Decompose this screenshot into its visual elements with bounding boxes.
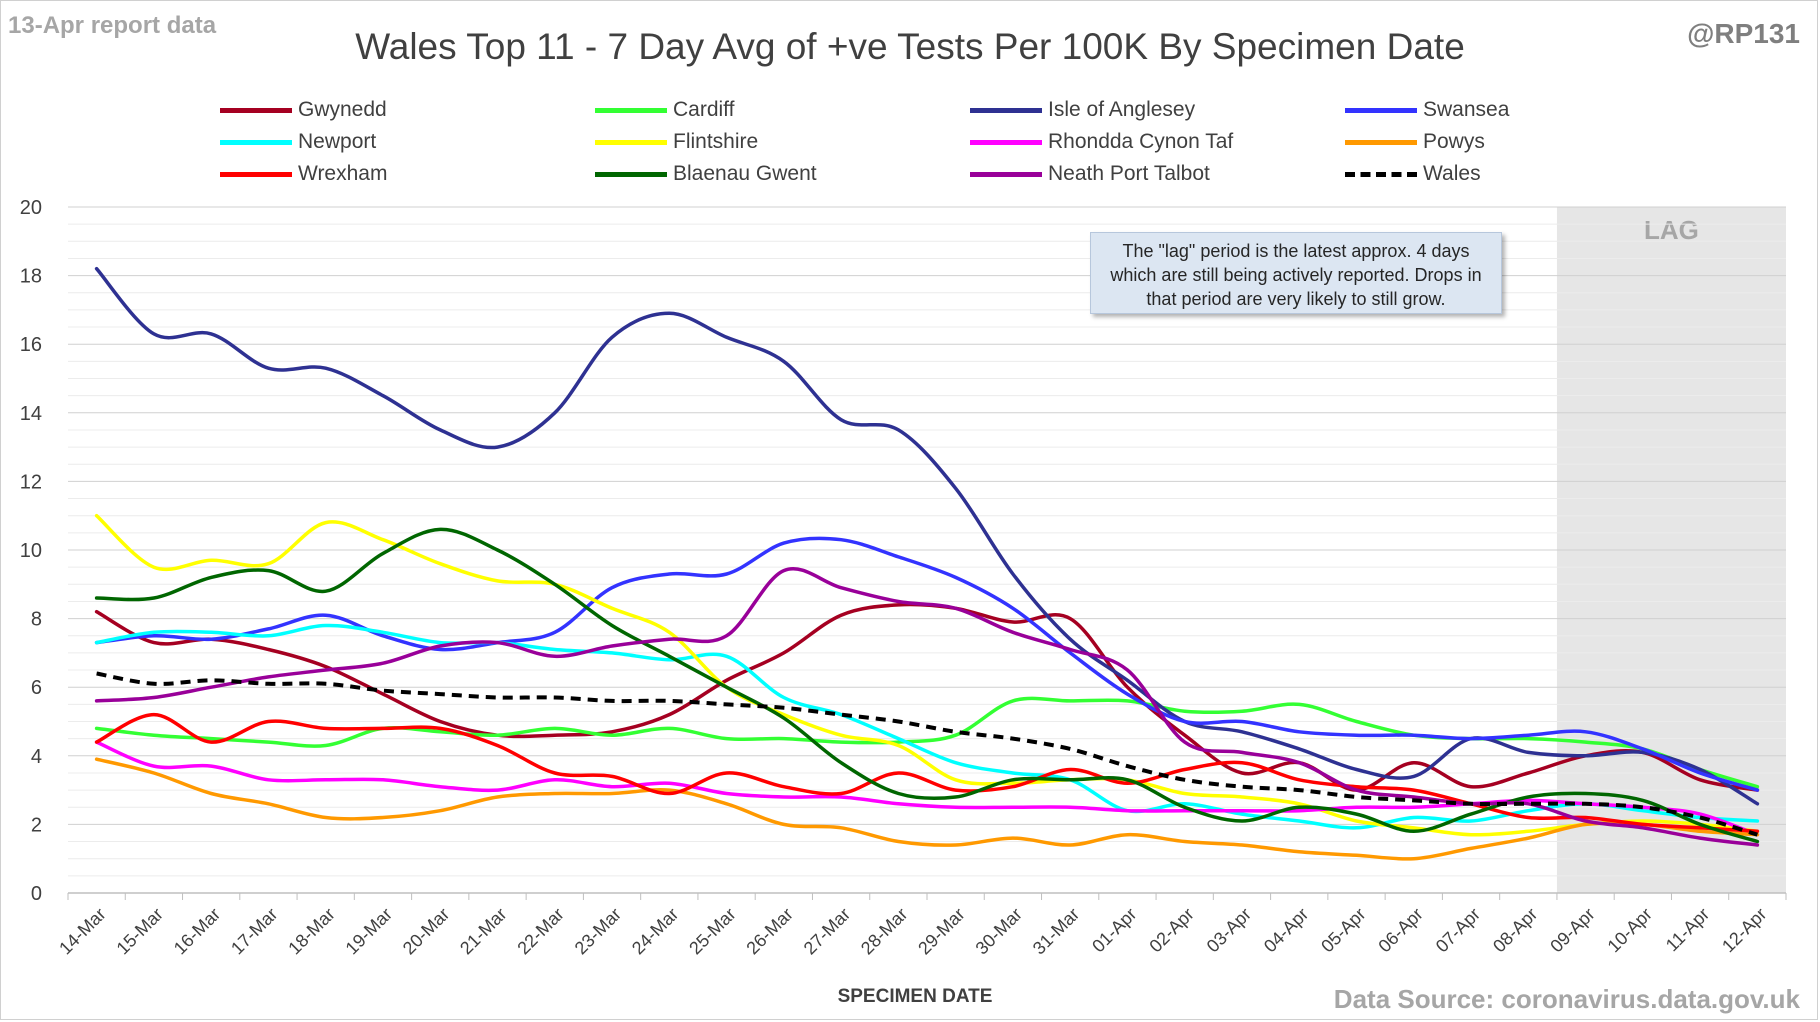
x-tick-label: 28-Mar [857,904,911,958]
x-tick-label: 01-Apr [1088,904,1140,956]
y-tick-label: 8 [31,609,42,631]
x-tick-label: 12-Apr [1718,904,1770,956]
legend-item: Neath Port Talbot [970,158,1210,190]
series-line-wales [96,671,1758,837]
y-tick-label: 10 [20,540,42,562]
legend-label: Cardiff [673,98,735,121]
x-tick-label: 08-Apr [1489,904,1541,956]
lag-annotation: The "lag" period is the latest approx. 4… [1090,232,1502,314]
legend-label: Wales [1423,162,1481,185]
legend-label: Rhondda Cynon Taf [1048,130,1234,153]
x-tick-label: 24-Mar [628,904,682,958]
legend-item: Gwynedd [220,94,387,126]
x-tick-label: 30-Mar [972,904,1026,958]
legend-swatch [595,107,667,113]
legend-label: Powys [1423,130,1485,153]
data-source-label: Data Source: coronavirus.data.gov.uk [1333,984,1800,1014]
legend-item: Swansea [1345,94,1509,126]
legend-item: Flintshire [595,126,758,158]
series-line-flintshire [94,513,1760,837]
series-line-blaenau-gwent [94,527,1760,844]
legend-swatch [595,171,667,177]
legend-label: Gwynedd [298,98,387,121]
report-date-label: 13-Apr report data [8,12,217,39]
author-handle: @RP131 [1687,18,1800,49]
legend-item: Isle of Anglesey [970,94,1195,126]
legend-swatch [220,139,292,145]
x-tick-label: 26-Mar [742,904,796,958]
y-tick-label: 14 [20,403,42,425]
legend-swatch [220,107,292,113]
x-tick-label: 10-Apr [1604,904,1656,956]
x-axis-title: SPECIMEN DATE [838,986,993,1007]
x-tick-label: 11-Apr [1662,904,1713,955]
series-line-newport [94,623,1760,830]
x-tick-label: 14-Mar [55,904,109,958]
legend-item: Wrexham [220,158,387,190]
x-tick-label: 27-Mar [800,904,854,958]
x-tick-label: 25-Mar [685,904,739,958]
x-tick-label: 18-Mar [284,904,338,958]
y-tick-label: 16 [20,334,42,356]
x-tick-label: 03-Apr [1203,904,1255,956]
x-tick-label: 17-Mar [227,904,281,958]
x-tick-label: 19-Mar [342,904,396,958]
x-tick-label: 22-Mar [513,904,567,958]
legend-item: Wales [1345,158,1481,190]
legend-swatch [220,171,292,177]
y-tick-label: 6 [31,677,42,699]
legend-item: Powys [1345,126,1485,158]
x-tick-label: 16-Mar [170,904,224,958]
legend-label: Swansea [1423,98,1510,121]
x-tick-label: 31-Mar [1029,904,1083,958]
lag-label: LAG [1644,215,1699,245]
y-tick-label: 18 [20,266,42,288]
legend-item: Cardiff [595,94,734,126]
x-tick-label: 09-Apr [1546,904,1598,956]
x-tick-label: 07-Apr [1432,904,1484,956]
legend-swatch [970,171,1042,177]
chart-title: Wales Top 11 - 7 Day Avg of +ve Tests Pe… [355,26,1465,67]
series-line-powys [94,757,1760,861]
x-tick-label: 05-Apr [1317,904,1369,956]
x-tick-label: 29-Mar [914,904,968,958]
legend-label: Neath Port Talbot [1048,162,1210,185]
series-line-swansea [94,536,1760,792]
series-line-neath-port-talbot [94,567,1760,847]
legend-label: Newport [298,130,377,153]
series-line-isle-of-anglesey [94,266,1760,806]
legend-item: Rhondda Cynon Taf [970,126,1233,158]
y-tick-label: 2 [31,814,42,836]
y-tick-label: 12 [20,471,42,493]
x-tick-label: 23-Mar [571,904,625,958]
legend-swatch [595,139,667,145]
y-tick-label: 20 [20,197,42,219]
chart-legend: Gwynedd Cardiff Isle of Anglesey Swansea New… [220,94,1620,192]
x-tick-label: 21-Mar [456,904,510,958]
legend-label: Flintshire [673,130,759,153]
legend-label: Isle of Anglesey [1048,98,1196,121]
legend-swatch [970,139,1042,145]
legend-swatch [1345,139,1417,145]
legend-swatch [1345,107,1417,113]
legend-swatch [1345,171,1417,177]
legend-label: Blaenau Gwent [673,162,817,185]
x-tick-label: 06-Apr [1374,904,1426,956]
x-tick-label: 02-Apr [1145,904,1197,956]
x-tick-label: 15-Mar [113,904,167,958]
y-tick-label: 0 [31,883,42,905]
legend-swatch [970,107,1042,113]
x-tick-label: 20-Mar [399,904,453,958]
legend-item: Newport [220,126,376,158]
legend-label: Wrexham [298,162,388,185]
x-tick-label: 04-Apr [1260,904,1312,956]
y-tick-label: 4 [31,746,42,768]
legend-item: Blaenau Gwent [595,158,817,190]
